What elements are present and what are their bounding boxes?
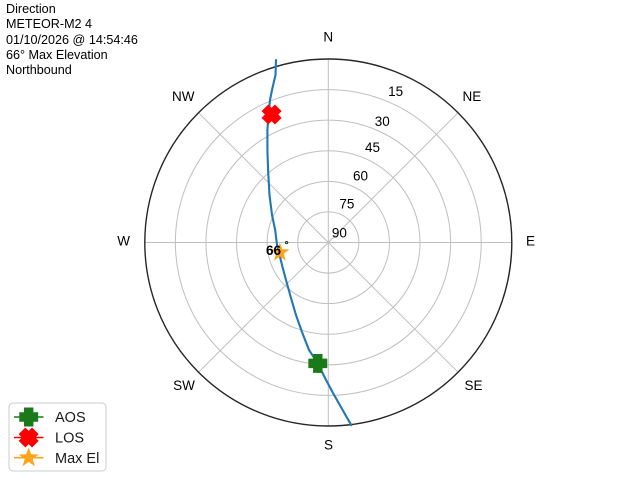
svg-text:90: 90 <box>332 225 347 240</box>
svg-text:SW: SW <box>173 378 195 393</box>
svg-text:SE: SE <box>464 378 482 393</box>
svg-text:75: 75 <box>339 197 354 212</box>
svg-text:45: 45 <box>365 140 380 155</box>
svg-text:S: S <box>324 438 333 453</box>
svg-text:30: 30 <box>375 114 390 129</box>
svg-text:LOS: LOS <box>55 431 84 447</box>
svg-text:NE: NE <box>463 89 482 104</box>
svg-text:66: 66 <box>266 243 282 258</box>
svg-text:NW: NW <box>172 89 195 104</box>
svg-text:Max El: Max El <box>55 451 99 467</box>
svg-text:15: 15 <box>388 84 403 99</box>
svg-text:AOS: AOS <box>55 410 86 426</box>
svg-text:N: N <box>323 30 333 45</box>
svg-text:E: E <box>526 234 535 249</box>
svg-text:60: 60 <box>353 168 368 183</box>
svg-text:°: ° <box>285 239 289 251</box>
svg-text:W: W <box>117 234 130 249</box>
